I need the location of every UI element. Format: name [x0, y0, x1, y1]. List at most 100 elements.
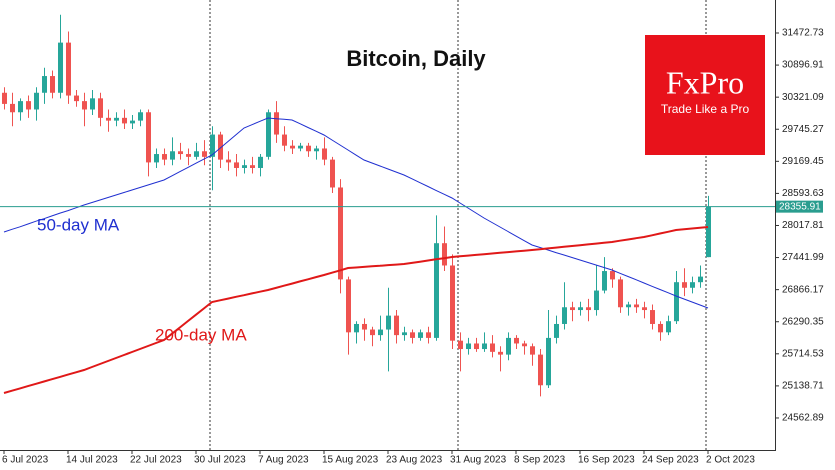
candle-body — [218, 134, 223, 160]
last-price-box — [776, 200, 823, 213]
y-tick-label: 30321.09 — [782, 92, 824, 103]
candle-body — [674, 282, 679, 322]
candle-body — [562, 307, 567, 324]
candle-body — [474, 343, 479, 350]
candle-body — [90, 98, 95, 110]
y-tick-label: 28593.63 — [782, 188, 824, 199]
y-tick-label: 25138.71 — [782, 381, 824, 392]
candle-body — [418, 332, 423, 338]
last-price-label: 28355.91 — [779, 201, 821, 212]
ma-line — [3, 117, 709, 309]
candle-body — [634, 304, 639, 308]
candle-body — [58, 42, 63, 93]
candle-body — [282, 134, 287, 146]
y-tick-label: 29745.27 — [782, 124, 824, 135]
candle-body — [2, 92, 7, 104]
candle-body — [242, 165, 247, 168]
x-tick-label: 30 Jul 2023 — [194, 455, 246, 466]
candle-body — [274, 112, 279, 135]
y-tick-label: 28017.81 — [782, 220, 824, 231]
x-tick-label: 15 Aug 2023 — [322, 455, 379, 466]
candle-body — [18, 101, 23, 113]
candle-body — [378, 329, 383, 336]
candle-body — [146, 112, 151, 163]
candle-body — [570, 307, 575, 311]
candle-body — [706, 206, 711, 258]
x-tick-label: 8 Sep 2023 — [514, 455, 566, 466]
line-label: 200-day MA — [155, 325, 247, 344]
x-tick-label: 23 Aug 2023 — [386, 455, 443, 466]
candle-body — [458, 340, 463, 350]
candle-body — [50, 76, 55, 93]
candle-body — [138, 112, 143, 121]
candle-body — [266, 112, 271, 157]
candle-body — [538, 354, 543, 386]
x-tick-label: 6 Jul 2023 — [2, 455, 49, 466]
candle-body — [306, 145, 311, 152]
candle-body — [618, 279, 623, 308]
candle-body — [98, 98, 103, 118]
candle-body — [578, 307, 583, 311]
y-tick-label: 30896.91 — [782, 60, 824, 71]
candle-body — [530, 346, 535, 355]
candle-body — [250, 165, 255, 168]
candle-body — [194, 151, 199, 157]
candle-body — [298, 145, 303, 149]
y-tick-label: 27441.99 — [782, 252, 824, 263]
y-tick-label: 29169.45 — [782, 156, 824, 167]
x-tick-label: 31 Aug 2023 — [450, 455, 507, 466]
ma-line — [3, 226, 709, 394]
candle-body — [666, 321, 671, 333]
logo-tagline: Trade Like a Pro — [661, 102, 750, 116]
candle-body — [314, 148, 319, 152]
candle-body — [114, 117, 119, 121]
candle-body — [442, 243, 447, 266]
candle-body — [482, 343, 487, 350]
candle-body — [466, 343, 471, 350]
candle-body — [586, 307, 591, 311]
candle-body — [410, 332, 415, 338]
x-tick-label: 24 Sep 2023 — [642, 455, 699, 466]
x-tick-label: 14 Jul 2023 — [66, 455, 118, 466]
plot — [2, 14, 711, 397]
candle-body — [626, 304, 631, 308]
x-tick-label: 22 Jul 2023 — [130, 455, 182, 466]
candle-body — [130, 120, 135, 124]
candle-body — [210, 134, 215, 157]
candle-body — [234, 162, 239, 168]
candle-body — [642, 307, 647, 311]
candle-body — [42, 76, 47, 93]
candle-body — [402, 332, 407, 336]
candle-body — [698, 276, 703, 283]
candle-body — [610, 271, 615, 280]
candle-body — [162, 154, 167, 160]
candle-body — [546, 337, 551, 386]
x-tick-label: 7 Aug 2023 — [258, 455, 309, 466]
candle-body — [506, 337, 511, 355]
candle-body — [290, 145, 295, 149]
y-tick-label: 26866.17 — [782, 284, 824, 295]
candle-body — [362, 323, 367, 330]
y-tick-label: 26290.35 — [782, 316, 824, 327]
x-tick-label: 16 Sep 2023 — [578, 455, 635, 466]
candle-body — [34, 92, 39, 110]
y-tick-label: 25714.53 — [782, 348, 824, 359]
candle-body — [522, 343, 527, 347]
candle-body — [434, 243, 439, 338]
chart-title: Bitcoin, Daily — [346, 46, 486, 71]
candle-body — [602, 271, 607, 291]
candle-body — [186, 154, 191, 157]
candle-body — [122, 117, 127, 124]
candle-body — [690, 282, 695, 288]
candle-body — [26, 101, 31, 110]
candle-body — [682, 282, 687, 288]
logo-box — [645, 35, 765, 155]
candle-body — [354, 323, 359, 333]
candle-body — [202, 151, 207, 157]
candle-body — [82, 101, 87, 110]
candle-body — [426, 332, 431, 338]
candle-body — [106, 117, 111, 121]
candle-body — [386, 315, 391, 330]
